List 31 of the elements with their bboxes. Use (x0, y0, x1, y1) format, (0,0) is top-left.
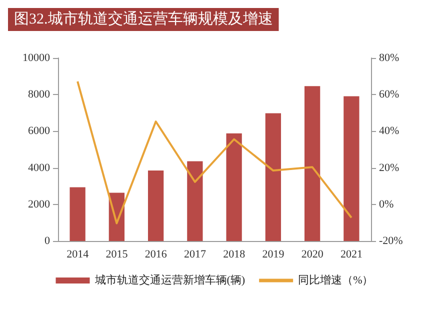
line-series (76, 80, 352, 224)
bar (344, 96, 360, 241)
legend-label: 同比增速（%） (298, 274, 374, 286)
bar (265, 113, 282, 241)
x-tick-label: 2016 (144, 248, 168, 260)
x-tick-label: 2014 (66, 248, 90, 260)
x-tick-label: 2017 (184, 248, 206, 260)
chart-title: 图32.城市轨道交通运营车辆规模及增速 (14, 10, 273, 28)
y2-tick-label: 60% (379, 88, 400, 101)
x-tick-label: 2019 (262, 248, 285, 260)
x-tick-label: 2020 (301, 248, 324, 260)
bar (148, 170, 164, 241)
bar (70, 187, 86, 241)
y2-tick-label: 20% (379, 162, 400, 174)
y-tick-label: 8000 (28, 88, 50, 101)
y2-tick-label: 80% (379, 52, 400, 64)
y-tick-label: 0 (44, 235, 50, 247)
legend-label: 城市轨道交通运营新增车辆(辆) (94, 274, 246, 286)
y-tick-label: 6000 (28, 125, 50, 138)
bar (226, 133, 242, 241)
y2-tick-label: 40% (379, 125, 400, 138)
x-tick-label: 2018 (223, 248, 246, 260)
y2-tick-label: 0% (379, 198, 394, 210)
y2-tick-label: -20% (379, 235, 403, 247)
x-tick-label: 2015 (106, 248, 128, 260)
bar (187, 161, 203, 241)
bar (304, 86, 320, 241)
y-tick-label: 10000 (22, 52, 50, 64)
y-tick-label: 4000 (28, 162, 50, 174)
y-tick-label: 2000 (28, 198, 50, 210)
x-tick-label: 2021 (340, 248, 362, 260)
